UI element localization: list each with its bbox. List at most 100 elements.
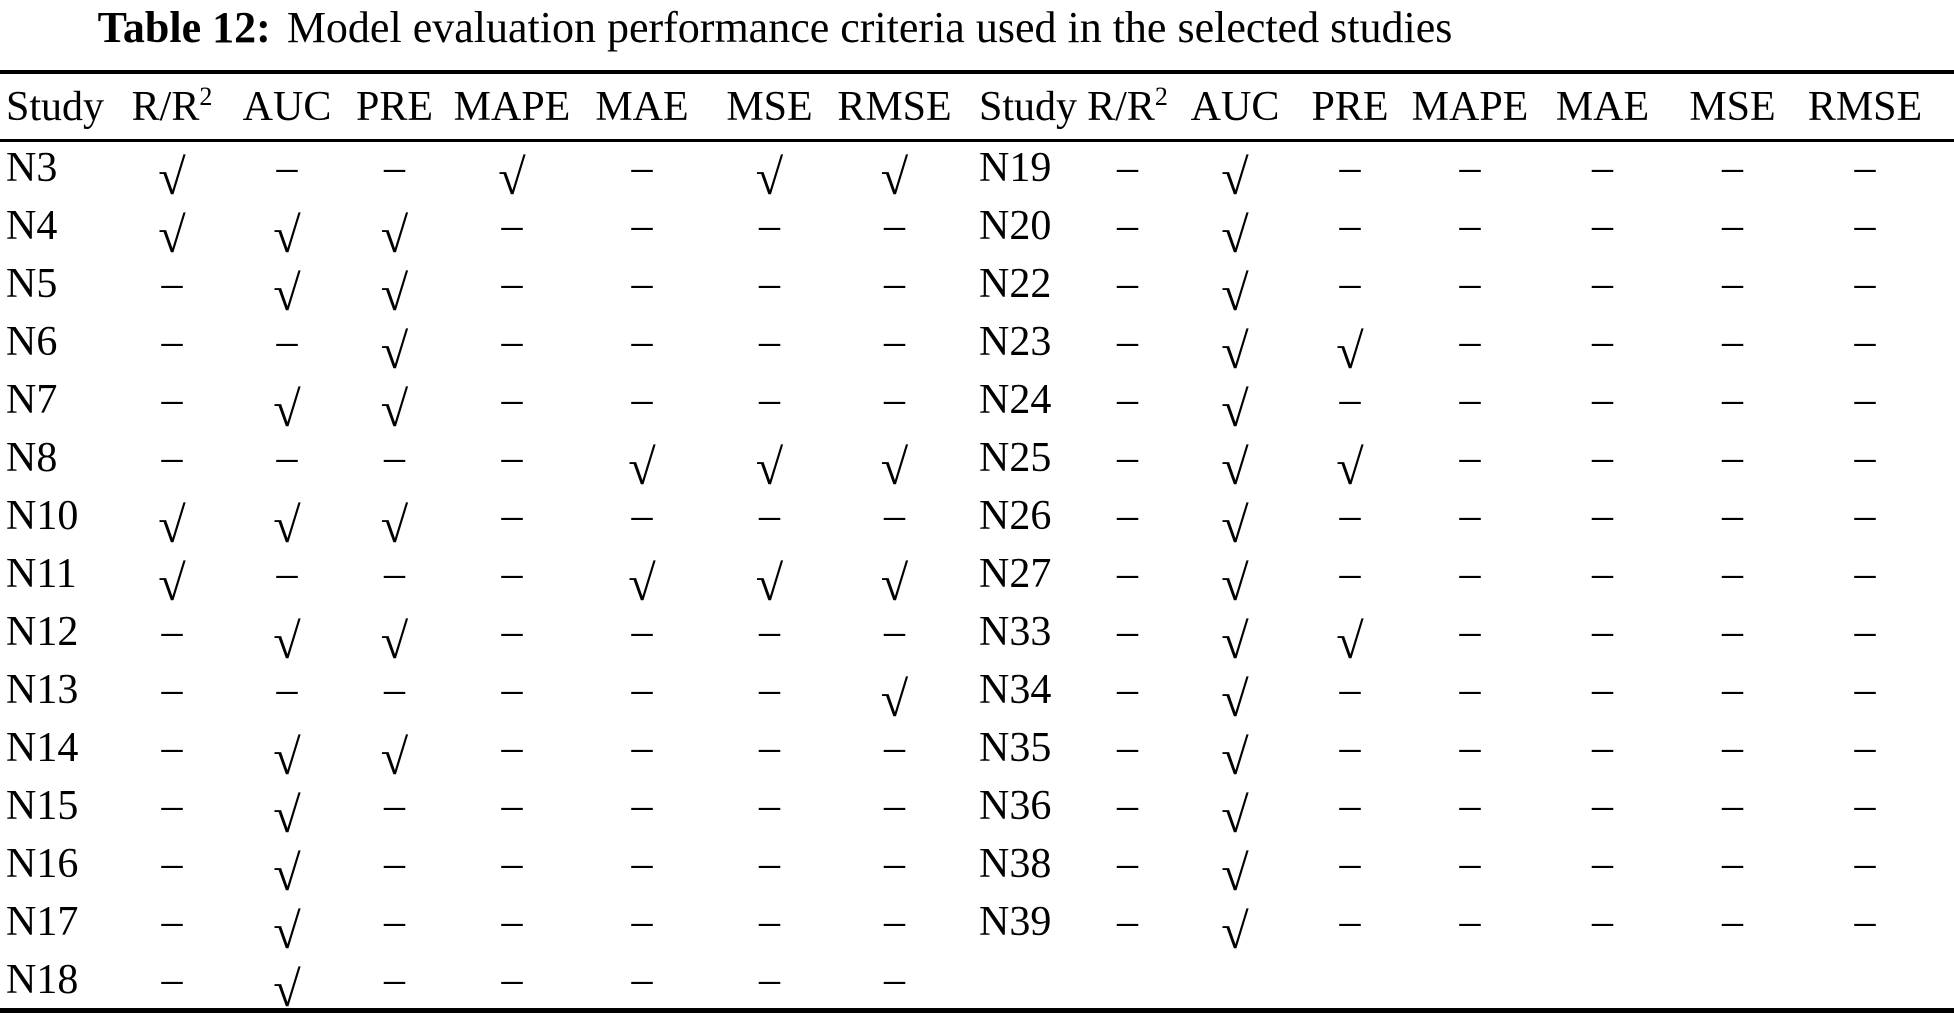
checkmark-icon: √: [1221, 845, 1249, 901]
checkmark-icon: √: [158, 555, 186, 611]
criteria-cell-mse: –: [1670, 139, 1795, 197]
dash-mark: –: [1592, 261, 1613, 307]
criteria-cell-rmse: –: [1795, 371, 1935, 429]
criteria-cell-mse: √: [707, 139, 832, 205]
dash-mark: –: [1117, 667, 1138, 713]
criteria-cell-rmse: –: [1795, 545, 1935, 603]
criteria-cell-r-r: √: [112, 545, 232, 611]
table-row: N7 – √ √ – – – –: [2, 371, 957, 437]
checkmark-icon: √: [380, 207, 409, 263]
checkmark-icon: √: [755, 149, 784, 205]
dash-mark: –: [1722, 261, 1743, 307]
dash-mark: –: [631, 899, 653, 945]
dash-mark: –: [501, 667, 523, 713]
criteria-cell-auc: √: [1175, 835, 1295, 901]
criteria-cell-auc: √: [1175, 197, 1295, 263]
column-header-mape: MAPE: [453, 83, 571, 130]
criteria-cell-rmse: –: [832, 197, 957, 255]
checkmark-icon: √: [273, 497, 301, 553]
criteria-cell-mae: –: [577, 893, 707, 951]
table-row: N27 – √ – – – – –: [975, 545, 1935, 611]
header-row: Study R/R2 AUC PRE MAPE MAE MSE RMSE: [2, 74, 957, 139]
criteria-cell-r-r: –: [112, 371, 232, 429]
dash-mark: –: [1592, 899, 1613, 945]
dash-mark: –: [501, 725, 523, 771]
criteria-cell-auc: √: [232, 197, 342, 263]
left-table-body: N3 √ – – √ – √ √ N4 √ √ √ – – – – N5– √ √ – – – – N6– – √ – – – – N7– √…: [2, 139, 957, 1017]
dash-mark: –: [501, 957, 523, 1003]
dash-mark: –: [1117, 899, 1138, 945]
criteria-cell-mae: –: [577, 951, 707, 1009]
dash-mark: –: [884, 319, 905, 365]
criteria-cell-mae: –: [577, 603, 707, 661]
criteria-cell-auc: √: [1175, 603, 1295, 669]
criteria-cell-rmse: –: [832, 777, 957, 835]
criteria-cell-pre: –: [342, 951, 447, 1009]
criteria-cell-pre: –: [342, 429, 447, 487]
study-cell: N17: [6, 899, 79, 945]
dash-mark: –: [631, 261, 653, 307]
dash-mark: –: [501, 493, 523, 539]
criteria-cell-mape: –: [447, 893, 577, 951]
dash-mark: –: [759, 667, 780, 713]
criteria-cell-pre: √: [342, 197, 447, 263]
dash-mark: –: [1459, 783, 1481, 829]
right-table-body: N19– √ – – – – – N20– √ – – – – – N22– √ – – – – – N23– √ √ – – – –…: [975, 139, 1935, 959]
table-row: N14 – √ √ – – – –: [2, 719, 957, 785]
criteria-cell-mse: –: [707, 835, 832, 893]
dash-mark: –: [1117, 261, 1138, 307]
checkmark-icon: √: [1336, 613, 1364, 669]
criteria-cell-mape: √: [447, 139, 577, 205]
dash-mark: –: [1117, 319, 1138, 365]
criteria-cell-r-r: –: [1080, 893, 1175, 951]
study-cell: N3: [6, 145, 58, 191]
dash-mark: –: [884, 493, 905, 539]
study-cell: N7: [6, 377, 58, 423]
criteria-cell-pre: √: [342, 313, 447, 379]
criteria-cell-rmse: –: [1795, 719, 1935, 777]
study-cell: N18: [6, 957, 79, 1003]
criteria-cell-mape: –: [447, 719, 577, 777]
criteria-cell-pre: –: [1295, 487, 1405, 545]
criteria-cell-mse: –: [1670, 835, 1795, 893]
dash-mark: –: [1459, 667, 1481, 713]
table-row: N19 – √ – – – – –: [975, 139, 1935, 205]
criteria-cell-rmse: –: [1795, 661, 1935, 719]
criteria-cell-r-r: –: [112, 313, 232, 371]
criteria-cell-auc: √: [1175, 255, 1295, 321]
dash-mark: –: [501, 435, 523, 481]
criteria-cell-rmse: –: [1795, 255, 1935, 313]
criteria-cell-mse: –: [1670, 545, 1795, 603]
table-row: N16 – √ – – – – –: [2, 835, 957, 901]
criteria-cell-mse: –: [1670, 603, 1795, 661]
table-row: N15 – √ – – – – –: [2, 777, 957, 843]
criteria-cell-mae: –: [577, 835, 707, 893]
checkmark-icon: √: [628, 439, 656, 495]
column-header-mae: MAE: [595, 83, 689, 130]
criteria-cell-auc: √: [1175, 777, 1295, 843]
criteria-cell-pre: –: [342, 139, 447, 197]
study-cell: N25: [979, 435, 1052, 481]
dash-mark: –: [161, 841, 183, 887]
criteria-cell-mse: –: [1670, 777, 1795, 835]
checkmark-icon: √: [380, 265, 409, 321]
criteria-cell-mape: –: [447, 603, 577, 661]
criteria-cell-mape: –: [1405, 255, 1535, 313]
dash-mark: –: [1592, 203, 1613, 249]
dash-mark: –: [1117, 435, 1138, 481]
checkmark-icon: √: [1221, 555, 1249, 611]
dash-mark: –: [1459, 841, 1481, 887]
criteria-cell-pre: √: [342, 371, 447, 437]
checkmark-icon: √: [1221, 787, 1249, 843]
criteria-cell-mse: –: [1670, 313, 1795, 371]
bottom-rule: [0, 1008, 1954, 1013]
criteria-cell-mape: –: [447, 545, 577, 603]
checkmark-icon: √: [880, 149, 909, 205]
column-header-r-r: R/R2: [1087, 81, 1168, 130]
dash-mark: –: [1722, 841, 1743, 887]
table-row: N10 √ √ √ – – – –: [2, 487, 957, 553]
dash-mark: –: [1117, 841, 1138, 887]
dash-mark: –: [884, 203, 905, 249]
criteria-cell-rmse: √: [832, 429, 957, 495]
table-row: N23 – √ √ – – – –: [975, 313, 1935, 379]
